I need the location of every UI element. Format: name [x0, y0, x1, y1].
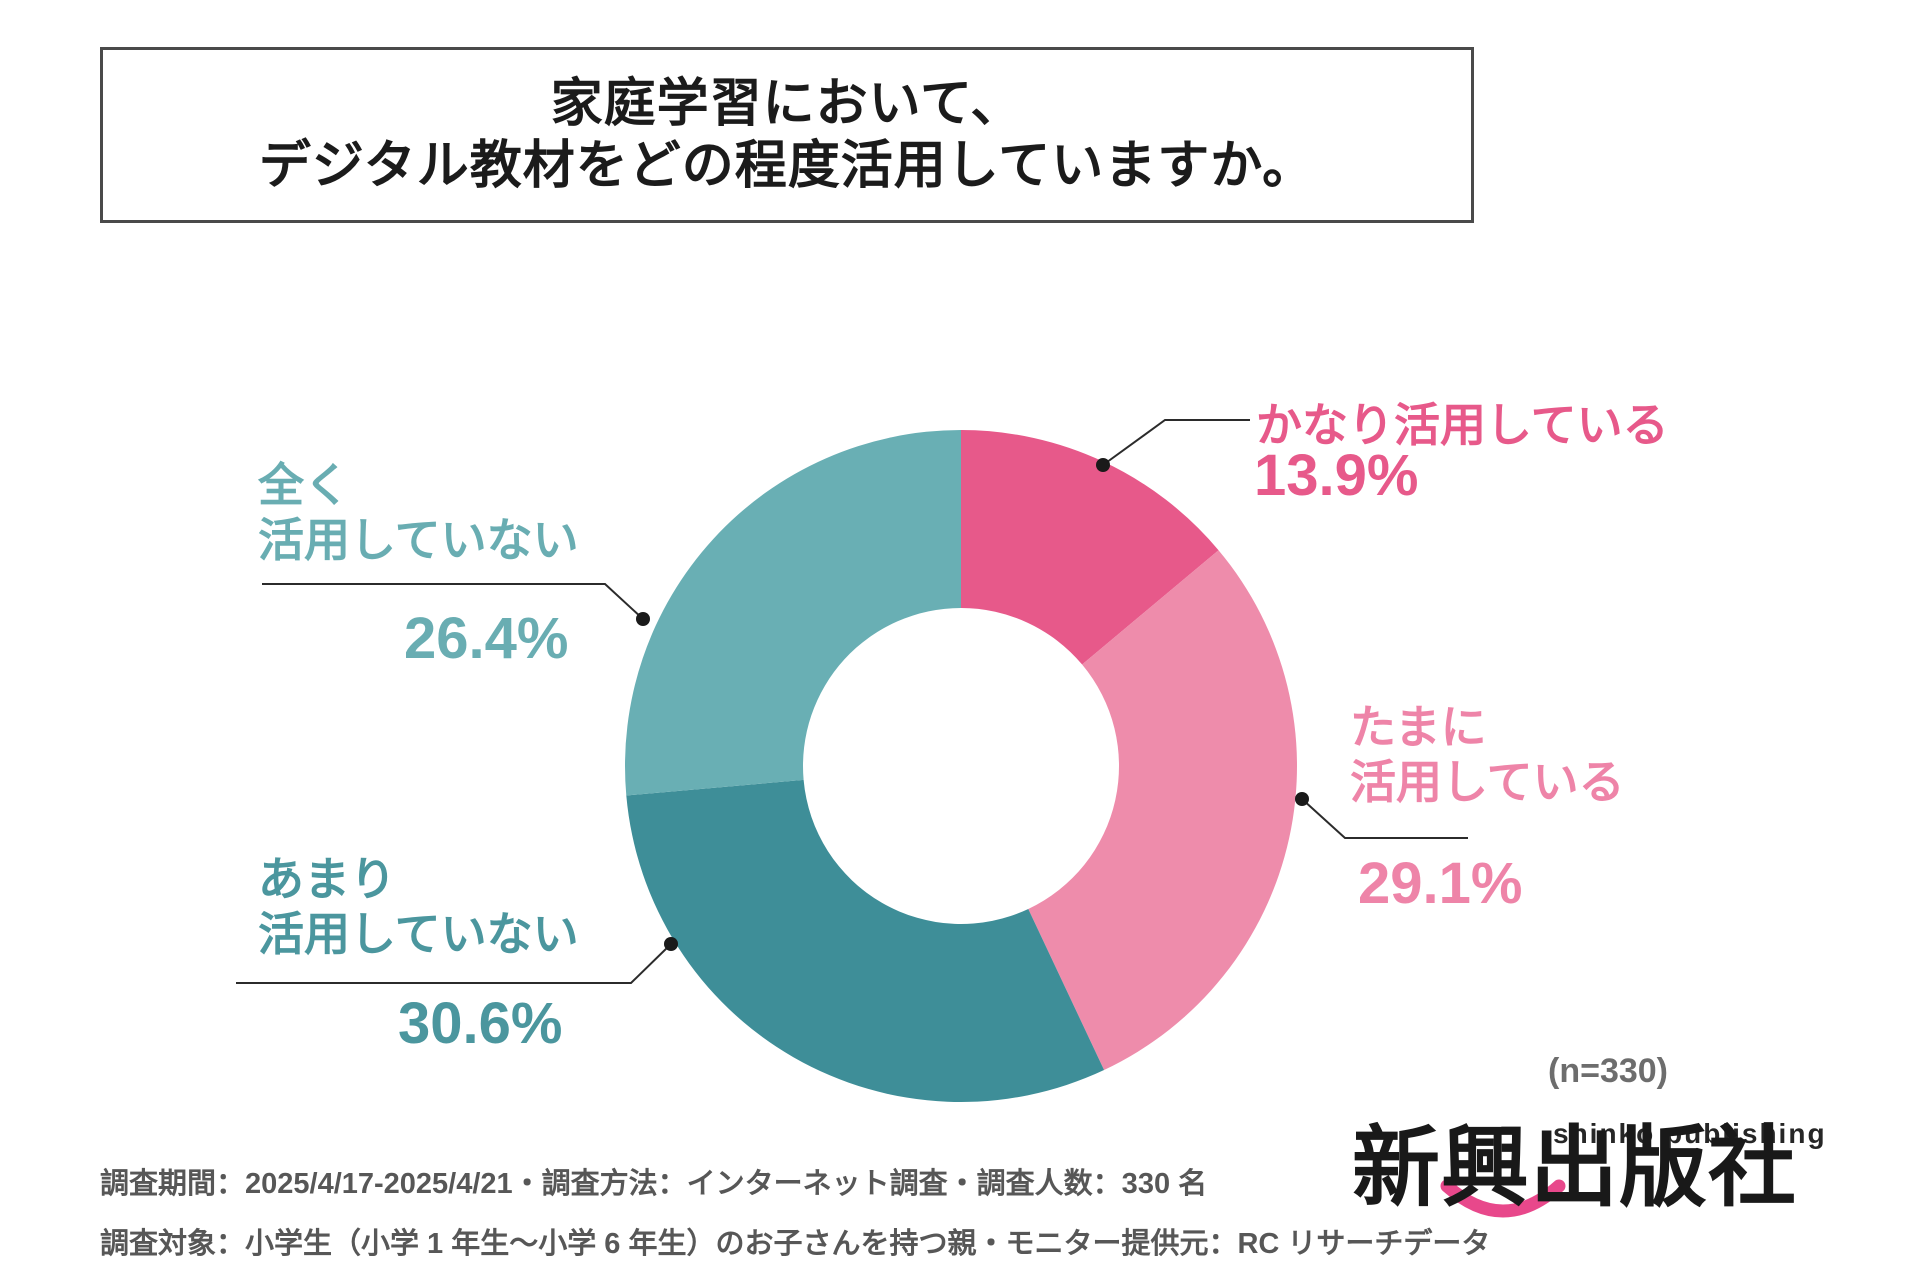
publisher-logo-en: shinko publishing [1553, 1118, 1827, 1149]
donut-segment-3 [625, 430, 961, 796]
leader-line-amari [236, 943, 672, 984]
label-amari-line1: あまり [258, 853, 396, 905]
pct-mattaku: 26.4% [404, 606, 569, 671]
page-title-line1: 家庭学習において、 [550, 75, 1024, 133]
publisher-logo-jp: 新興出版社 [1352, 1118, 1798, 1217]
page-title-line2: デジタル教材をどの程度活用していますか。 [258, 137, 1316, 195]
leader-line-kanari [1102, 419, 1250, 466]
leader-lines-group [236, 419, 1468, 984]
leader-dot-amari [664, 937, 678, 951]
label-tamani-line1: たまに [1350, 701, 1487, 753]
label-kanari-line1: かなり活用している [1256, 399, 1669, 451]
label-amari: あまり 活用していない [258, 852, 579, 962]
label-mattaku-line2: 活用していない [258, 514, 579, 566]
donut-segment-1 [1028, 550, 1297, 1071]
label-mattaku-line1: 全く [258, 459, 350, 511]
leader-line-mattaku [262, 583, 644, 620]
leader-dot-kanari [1096, 458, 1110, 472]
sample-size-label: (n=330) [1548, 1052, 1668, 1090]
title-box: 家庭学習において、 デジタル教材をどの程度活用していますか。 [100, 47, 1474, 223]
leader-dots-group [636, 458, 1309, 951]
pct-amari: 30.6% [398, 991, 563, 1056]
label-tamani-line2: 活用している [1350, 756, 1625, 808]
leader-dot-mattaku [636, 612, 650, 626]
donut-segment-0 [961, 429, 1219, 665]
pct-tamani: 29.1% [1358, 851, 1523, 916]
logo-smile-icon [1440, 1179, 1566, 1218]
donut-segments-group [625, 429, 1297, 1102]
donut-segment-2 [626, 779, 1105, 1102]
label-kanari: かなり活用している [1256, 398, 1669, 453]
pct-kanari: 13.9% [1254, 443, 1419, 508]
label-amari-line2: 活用していない [258, 908, 579, 960]
label-mattaku: 全く 活用していない [258, 458, 579, 568]
leader-line-tamani [1301, 798, 1468, 839]
leader-dot-tamani [1295, 792, 1309, 806]
survey-note-line2: 調査対象：小学生（小学 1 年生～小学 6 年生）のお子さんを持つ親・モニター提… [100, 1228, 1491, 1260]
survey-note-line1: 調査期間：2025/4/17-2025/4/21・調査方法：インターネット調査・… [100, 1168, 1208, 1200]
label-tamani: たまに 活用している [1350, 700, 1625, 810]
